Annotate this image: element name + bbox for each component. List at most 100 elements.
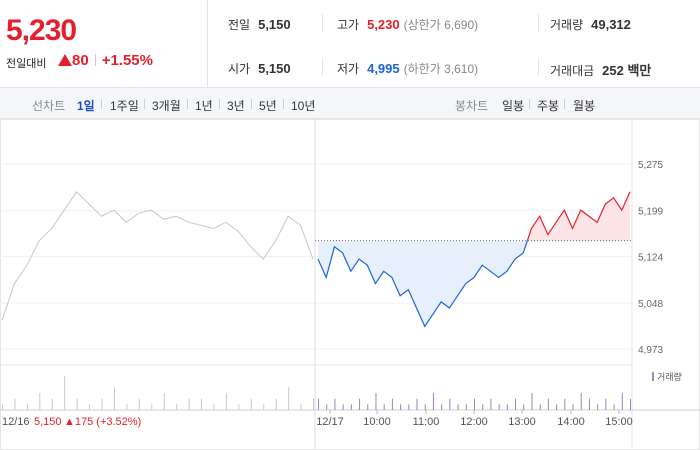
volume-bar [490, 398, 492, 410]
volume-bar [288, 387, 290, 410]
y-tick-label: 5,048 [638, 299, 663, 310]
volume-bar [515, 398, 517, 410]
quote-header: 5,230 전일대비 80 +1.55% 전일 5,150 시가 5,150 고가 5,… [0, 0, 700, 88]
volume-bar [482, 404, 484, 410]
volume-bar [383, 404, 385, 410]
volume-bar [375, 393, 377, 410]
current-price-box: 5,230 전일대비 80 +1.55% [0, 0, 208, 88]
tab-5y[interactable]: 5년 [259, 99, 277, 113]
volume-bar [424, 404, 426, 410]
divider [251, 99, 252, 109]
volume-bar [64, 376, 66, 410]
divider [283, 99, 284, 109]
volume-bar [556, 404, 558, 410]
tab-monthly-candle[interactable]: 월봉 [573, 99, 596, 113]
price-chart: 5,275 5,199 5,124 5,048 4,973 거래량 12/17 10:00 11… [0, 119, 700, 450]
volume-bar [89, 404, 91, 410]
chart-frame [0, 119, 700, 450]
volume-bar [250, 398, 252, 410]
volume-bar [76, 398, 78, 410]
volume-bar [597, 404, 599, 410]
volume-bar [572, 404, 574, 410]
current-price: 5,230 [6, 14, 77, 47]
open-price: 시가 5,150 [228, 61, 291, 76]
tab-3m[interactable]: 3개월 [152, 99, 181, 113]
y-tick-label: 5,199 [638, 207, 663, 218]
high-price: 고가 5,230 (상한가 6,690) [337, 17, 479, 32]
today-line-up [526, 191, 631, 241]
tab-daily-candle[interactable]: 일봉 [502, 99, 525, 113]
volume-bar [2, 404, 3, 410]
volume-bar [238, 404, 240, 410]
x-tick-label: 14:00 [557, 416, 585, 428]
volume-bar [523, 404, 525, 410]
volume-bar [263, 404, 265, 410]
tab-3y[interactable]: 3년 [227, 99, 245, 113]
volume-bar [605, 398, 607, 410]
trade-amount: 거래대금 252 백만 [550, 63, 652, 78]
volume-bar [300, 404, 302, 410]
chart-period-tabs: 선차트 1일 1주일 3개월 1년 3년 5년 10년 봉차트 일봉 주봉 월봉 [0, 88, 700, 119]
change-percent: +1.55% [101, 52, 153, 69]
volume-bar [547, 398, 549, 410]
volume-bar [334, 398, 336, 410]
change-divider [94, 54, 96, 66]
volume-bar [432, 393, 434, 410]
volume-bar [101, 398, 103, 410]
prev-day-close: 5,150 [34, 416, 62, 428]
tab-1w[interactable]: 1주일 [110, 99, 139, 113]
volume-bar [318, 398, 319, 410]
volume-bar [326, 404, 328, 410]
volume-legend-swatch [652, 372, 654, 381]
volume-legend-label: 거래량 [657, 371, 682, 382]
change-label: 전일대비 [6, 58, 47, 70]
volume-bar [275, 398, 277, 410]
volume-bar [400, 404, 402, 410]
divider [322, 58, 323, 76]
volume-bar [564, 398, 566, 410]
volume-bar [350, 404, 352, 410]
divider [187, 99, 188, 109]
divider [538, 14, 539, 32]
tab-weekly-candle[interactable]: 주봉 [537, 99, 560, 113]
candle-chart-label: 봉차트 [455, 99, 489, 113]
volume-bar [188, 398, 190, 410]
y-tick-label: 5,275 [638, 160, 663, 171]
volume-bar [39, 393, 41, 410]
volume: 거래량 49,312 [550, 17, 631, 32]
volume-bar [163, 393, 165, 410]
tab-1y[interactable]: 1년 [195, 99, 213, 113]
volume-bar [14, 398, 16, 410]
volume-bar [213, 404, 215, 410]
volume-bar [457, 404, 459, 410]
y-tick-label: 5,124 [638, 253, 663, 264]
x-tick-label: 13:00 [508, 416, 536, 428]
tab-1d[interactable]: 1일 [77, 99, 95, 113]
prev-close: 전일 5,150 [228, 17, 291, 32]
volume-bar [613, 404, 615, 410]
divider [529, 99, 530, 109]
volume-bar [580, 393, 582, 410]
x-tick-label: 15:00 [605, 416, 633, 428]
area-above-baseline [318, 191, 630, 241]
change-value: 80 [72, 52, 89, 69]
tab-10y[interactable]: 10년 [291, 99, 316, 113]
volume-bar [51, 398, 53, 410]
area-below-baseline [318, 240, 630, 327]
prev-day-date: 12/16 [2, 416, 30, 428]
volume-bar [621, 393, 623, 410]
volume-bar [531, 393, 533, 410]
y-tick-label: 4,973 [638, 345, 663, 356]
divider [144, 99, 145, 109]
divider [101, 99, 102, 109]
volume-bar [359, 398, 361, 410]
volume-bar [176, 404, 178, 410]
volume-bar [416, 398, 418, 410]
volume-bar [588, 398, 590, 410]
volume-bar [342, 404, 344, 410]
x-tick-label: 11:00 [413, 416, 440, 428]
divider [322, 14, 323, 32]
volume-bar [138, 398, 140, 410]
x-tick-label: 10:00 [363, 416, 391, 428]
low-price: 저가 4,995 (하한가 3,610) [337, 61, 479, 76]
